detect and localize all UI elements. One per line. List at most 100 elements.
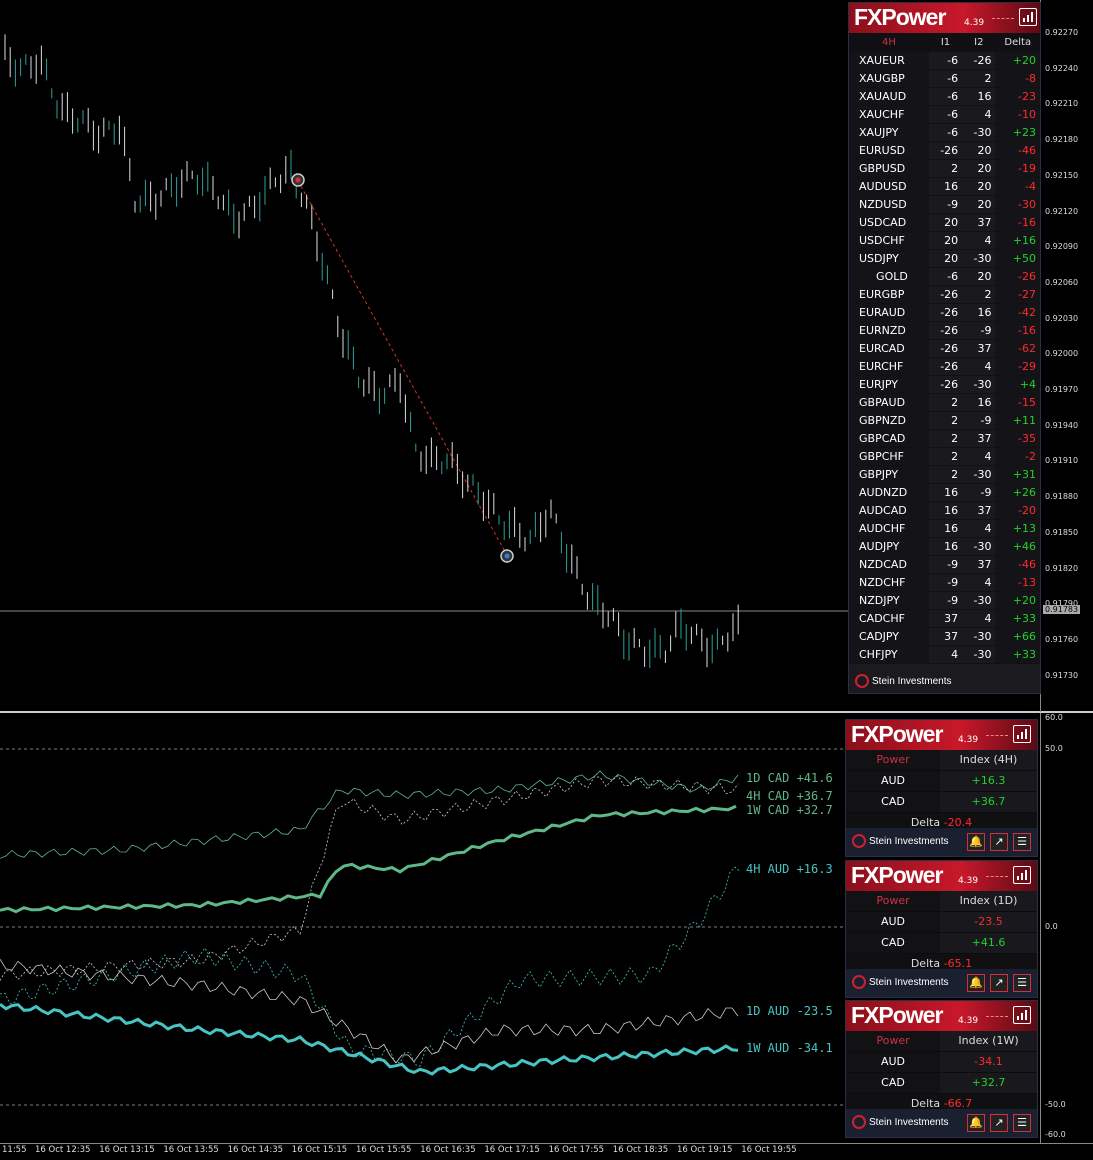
chart-lines-icon[interactable]: ↗	[990, 1114, 1008, 1132]
index-1-value: -6	[928, 105, 963, 124]
index-1-value: 4	[928, 645, 963, 664]
index-1-value: 2	[928, 411, 963, 430]
table-view-icon[interactable]	[1013, 866, 1031, 884]
pair-row[interactable]: AUDCHF 16 4 +13	[849, 519, 1040, 538]
index-2-value: 4	[962, 573, 996, 592]
timeframe-header[interactable]: 4H	[849, 33, 929, 52]
pair-row[interactable]: GBPUSD 2 20 -19	[849, 159, 1040, 178]
pair-row[interactable]: AUDNZD 16 -9 +26	[849, 483, 1040, 502]
list-view-icon[interactable]: ☰	[1013, 974, 1031, 992]
pair-row[interactable]: GBPAUD 2 16 -15	[849, 393, 1040, 412]
table-view-icon[interactable]	[1019, 8, 1037, 26]
index-1-value: -26	[928, 375, 963, 394]
pair-row[interactable]: NZDCHF -9 4 -13	[849, 573, 1040, 592]
pair-row[interactable]: CADCHF 37 4 +33	[849, 609, 1040, 628]
pair-symbol: NZDCHF	[849, 573, 929, 592]
delta-value: +31	[995, 465, 1040, 484]
pair-row[interactable]: XAUCHF -6 4 -10	[849, 105, 1040, 124]
pair-row[interactable]: AUDUSD 16 20 -4	[849, 177, 1040, 196]
index-1-value: -6	[928, 123, 963, 142]
currency-name: CAD	[846, 1073, 940, 1093]
index-2-value: -9	[962, 321, 996, 340]
pair-row[interactable]: XAUGBP -6 2 -8	[849, 69, 1040, 88]
index-1-value: -26	[928, 339, 963, 358]
index-2-value: 4	[962, 357, 996, 376]
delta-value: -27	[995, 285, 1040, 304]
price-chart[interactable]	[0, 0, 1093, 712]
price-tick: 0.92120	[1045, 206, 1079, 216]
index-2-value: 2	[962, 285, 996, 304]
index-2-value: 16	[962, 303, 996, 322]
pair-row[interactable]: GOLD -6 20 -26	[849, 267, 1040, 286]
index-1-value: 2	[928, 447, 963, 466]
pane-separator[interactable]	[0, 711, 1093, 713]
pair-row[interactable]: EURCAD -26 37 -62	[849, 339, 1040, 358]
dots-decoration	[992, 18, 1014, 21]
indicator-axis-line	[1040, 713, 1041, 1143]
pair-symbol: GBPNZD	[849, 411, 929, 430]
chart-lines-icon[interactable]: ↗	[990, 833, 1008, 851]
pair-row[interactable]: AUDCAD 16 37 -20	[849, 501, 1040, 520]
index-2-value: 4	[962, 231, 996, 250]
pair-row[interactable]: GBPJPY 2 -30 +31	[849, 465, 1040, 484]
pair-row[interactable]: EURGBP -26 2 -27	[849, 285, 1040, 304]
pair-row[interactable]: EURCHF -26 4 -29	[849, 357, 1040, 376]
power-header: Power	[846, 891, 940, 911]
panel-footer: Stein Investments 🔔 ↗ ☰	[846, 828, 1037, 856]
list-view-icon[interactable]: ☰	[1013, 833, 1031, 851]
price-tick: 0.91820	[1045, 563, 1079, 573]
index-header: Index (1W)	[940, 1031, 1037, 1051]
stein-icon	[852, 834, 866, 848]
pair-row[interactable]: XAUJPY -6 -30 +23	[849, 123, 1040, 142]
pair-symbol: GOLD	[849, 267, 929, 286]
time-tick: 16 Oct 17:15	[484, 1145, 540, 1155]
table-view-icon[interactable]	[1013, 1006, 1031, 1024]
delta-value: -26	[995, 267, 1040, 286]
list-view-icon[interactable]: ☰	[1013, 1114, 1031, 1132]
price-tick: 0.91970	[1045, 385, 1079, 394]
alert-bell-icon[interactable]: 🔔	[967, 1114, 985, 1132]
pair-row[interactable]: AUDJPY 16 -30 +46	[849, 537, 1040, 556]
pair-row[interactable]: NZDUSD -9 20 -30	[849, 195, 1040, 214]
fxpower-main-panel[interactable]: FXPower 4.39 4H I1 I2 Delta XAUEUR -6 -26 +…	[848, 2, 1041, 694]
index-2-value: -30	[962, 249, 996, 268]
alert-bell-icon[interactable]: 🔔	[967, 833, 985, 851]
stein-investments-logo: Stein Investments	[852, 834, 948, 848]
pair-row[interactable]: GBPCHF 2 4 -2	[849, 447, 1040, 466]
index-1-value: 37	[928, 609, 963, 628]
pair-row[interactable]: NZDJPY -9 -30 +20	[849, 591, 1040, 610]
pair-row[interactable]: EURUSD -26 20 -46	[849, 141, 1040, 160]
fxpower-mini-panel[interactable]: FXPower 4.39 Power Index (1W) AUD -34.1 CAD…	[845, 1000, 1038, 1138]
pair-row[interactable]: GBPNZD 2 -9 +11	[849, 411, 1040, 430]
table-view-icon[interactable]	[1013, 725, 1031, 743]
pair-row[interactable]: USDCAD 20 37 -16	[849, 213, 1040, 232]
pair-symbol: GBPUSD	[849, 159, 929, 178]
pair-row[interactable]: XAUAUD -6 16 -23	[849, 87, 1040, 106]
time-tick: 16 Oct 13:15	[99, 1145, 155, 1155]
pair-row[interactable]: CHFJPY 4 -30 +33	[849, 645, 1040, 664]
index-2-value: 20	[962, 267, 996, 286]
pair-row[interactable]: EURAUD -26 16 -42	[849, 303, 1040, 322]
pair-symbol: EURGBP	[849, 285, 929, 304]
fxpower-mini-panel[interactable]: FXPower 4.39 Power Index (1D) AUD -23.5 CAD…	[845, 860, 1038, 998]
pair-row[interactable]: XAUEUR -6 -26 +20	[849, 51, 1040, 70]
pair-row[interactable]: NZDCAD -9 37 -46	[849, 555, 1040, 574]
pair-row[interactable]: USDCHF 20 4 +16	[849, 231, 1040, 250]
pair-row[interactable]: EURNZD -26 -9 -16	[849, 321, 1040, 340]
pair-row[interactable]: CADJPY 37 -30 +66	[849, 627, 1040, 646]
fxpower-mini-panel[interactable]: FXPower 4.39 Power Index (4H) AUD +16.3 CAD…	[845, 719, 1038, 857]
pair-row[interactable]: USDJPY 20 -30 +50	[849, 249, 1040, 268]
alert-bell-icon[interactable]: 🔔	[967, 974, 985, 992]
index-2-value: 16	[962, 87, 996, 106]
index-2-value: 20	[962, 195, 996, 214]
pair-row[interactable]: EURJPY -26 -30 +4	[849, 375, 1040, 394]
delta-value: +23	[995, 123, 1040, 142]
panel-header: FXPower 4.39	[846, 1001, 1037, 1031]
chart-lines-icon[interactable]: ↗	[990, 974, 1008, 992]
time-axis-line	[0, 1143, 1093, 1144]
pair-symbol: NZDUSD	[849, 195, 929, 214]
pair-row[interactable]: GBPCAD 2 37 -35	[849, 429, 1040, 448]
currency-index-value: +32.7	[940, 1073, 1037, 1093]
version-label: 4.39	[958, 876, 979, 886]
